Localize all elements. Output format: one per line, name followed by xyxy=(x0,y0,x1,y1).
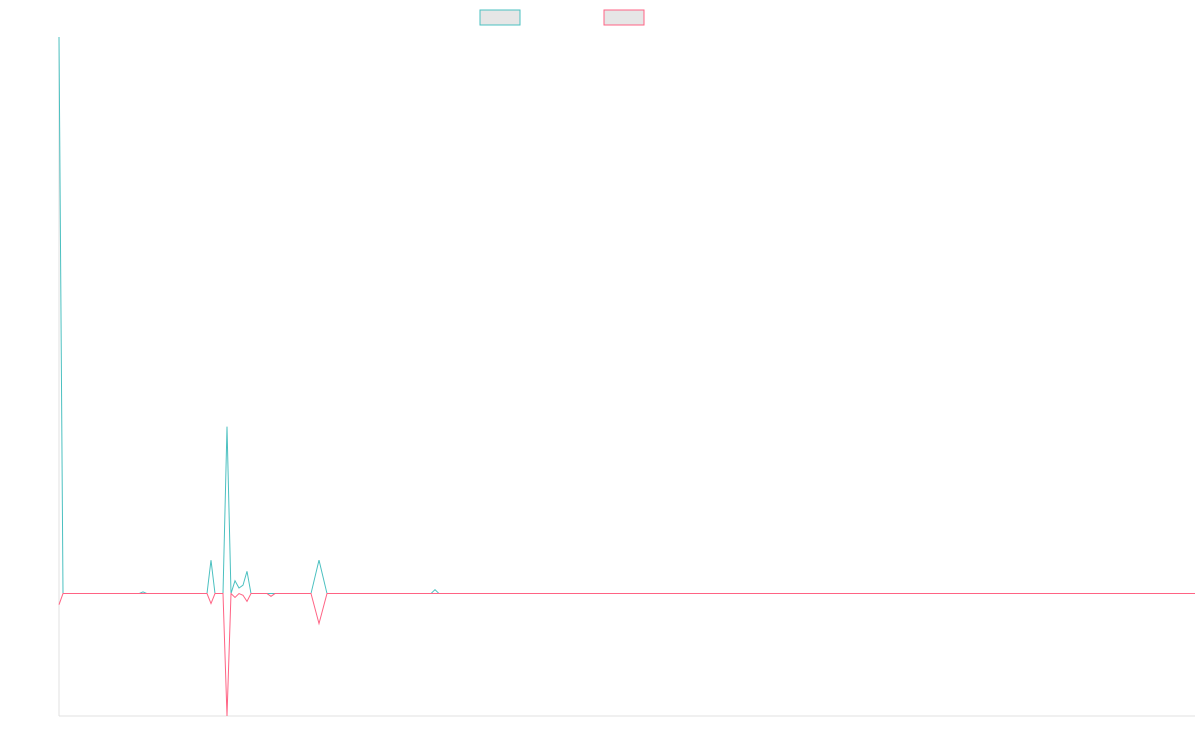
data-line xyxy=(58,592,1195,717)
data-line xyxy=(58,36,1195,595)
legend-swatch[interactable] xyxy=(603,9,645,26)
legend-swatch[interactable] xyxy=(479,9,521,26)
